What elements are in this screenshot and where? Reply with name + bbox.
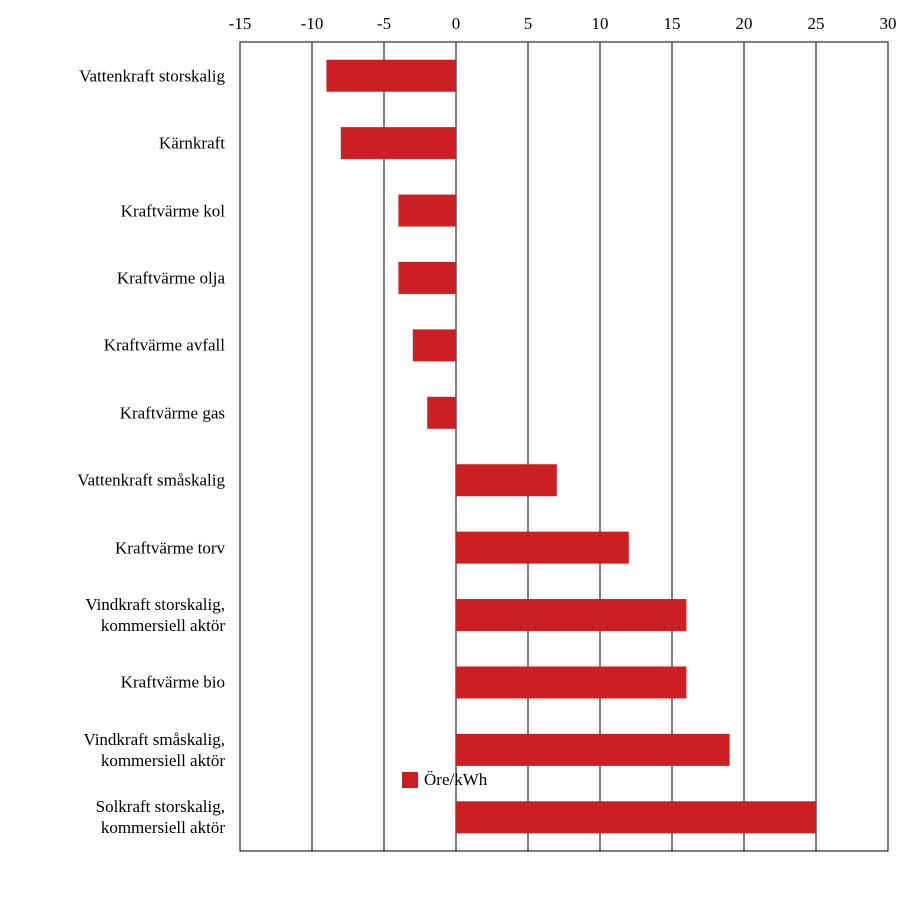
x-tick-label: 25	[808, 14, 825, 33]
bar	[456, 464, 557, 497]
legend-swatch	[402, 772, 418, 788]
y-tick-label: Solkraft storskalig, kommersiell aktör	[95, 797, 225, 838]
bar	[456, 666, 687, 699]
bar	[340, 127, 456, 160]
x-tick-label: 10	[592, 14, 609, 33]
bar	[427, 396, 456, 429]
y-tick-label: Vattenkraft småskalig	[77, 470, 225, 490]
bar	[412, 329, 456, 362]
bar	[456, 733, 730, 766]
y-tick-label: Kraftvärme olja	[116, 268, 225, 288]
y-tick-label: Vindkraft småskalig, kommersiell aktör	[83, 729, 225, 770]
y-tick-label: Kraftvärme gas	[119, 403, 225, 423]
x-tick-label: -5	[377, 14, 391, 33]
bar	[456, 531, 629, 564]
x-tick-label: 30	[880, 14, 897, 33]
bar	[398, 194, 456, 227]
bar	[456, 599, 687, 632]
y-tick-label: Kärnkraft	[158, 133, 225, 153]
x-tick-label: 0	[452, 14, 461, 33]
y-tick-label: Kraftvärme avfall	[103, 335, 225, 355]
y-tick-label: Kraftvärme torv	[115, 538, 225, 558]
bar	[456, 801, 816, 834]
y-tick-label: Vindkraft storskalig, kommersiell aktör	[85, 595, 225, 636]
x-tick-label: 5	[524, 14, 533, 33]
plot-area	[239, 41, 889, 852]
y-tick-label: Kraftvärme kol	[120, 201, 225, 221]
bar	[326, 59, 456, 92]
x-tick-label: 20	[736, 14, 753, 33]
x-tick-label: 15	[664, 14, 681, 33]
bar	[398, 261, 456, 294]
legend-label: Öre/kWh	[424, 770, 488, 789]
x-tick-label: -10	[301, 14, 324, 33]
y-tick-label: Vattenkraft storskalig	[79, 66, 225, 86]
y-tick-label: Kraftvärme bio	[120, 672, 225, 692]
x-tick-label: -15	[229, 14, 252, 33]
